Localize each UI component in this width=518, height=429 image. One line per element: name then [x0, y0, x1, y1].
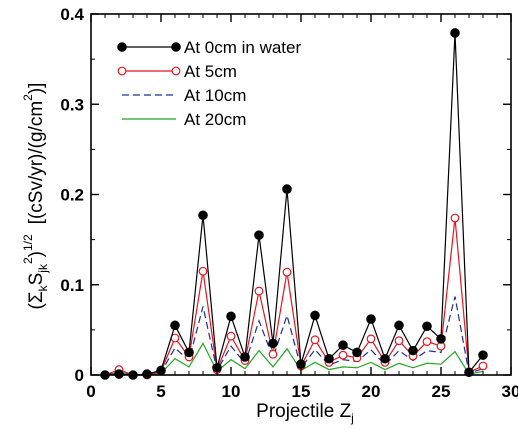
x-tick-label: 0 — [86, 382, 95, 401]
series-line-at-10cm — [104, 296, 484, 376]
y-tick-label: 0.4 — [60, 5, 84, 24]
data-point — [436, 334, 446, 344]
data-point — [198, 266, 208, 276]
legend-item-at-5cm: At 5cm — [117, 62, 237, 81]
series-line-at-5cm — [104, 217, 484, 376]
data-point — [394, 336, 404, 346]
data-point — [282, 267, 292, 277]
data-point — [226, 311, 236, 322]
data-point — [338, 340, 348, 351]
tick-layer: 0 5 10 15 20 25 30 0 0.1 0.2 0.3 0.4 — [60, 5, 518, 401]
y-title-units-close: )] — [26, 83, 47, 95]
legend-label: At 10cm — [184, 86, 246, 105]
data-point — [366, 314, 376, 324]
x-tick-label: 20 — [362, 382, 381, 401]
data-point — [240, 352, 250, 362]
series-at-20cm — [104, 342, 484, 376]
data-point — [268, 349, 278, 359]
data-point — [478, 361, 488, 371]
y-axis-title: (ΣkSjk2)1/2[(cSv/yr)/(g/cm2)] — [21, 83, 50, 310]
x-axis-title-main: Projectile Z — [256, 401, 351, 422]
data-point — [282, 184, 292, 194]
y-title-open: (Σ — [26, 291, 47, 309]
data-point — [380, 353, 390, 364]
data-point — [170, 320, 180, 331]
data-point — [310, 310, 320, 321]
legend-item-at-10cm: At 10cm — [122, 86, 246, 105]
legend-marker — [171, 42, 181, 52]
data-point — [198, 210, 208, 221]
legend-label: At 20cm — [184, 110, 246, 129]
data-point — [226, 331, 236, 341]
data-point — [450, 213, 460, 223]
data-point — [394, 320, 404, 331]
legend-item-at-0cm-in-water: At 0cm in water — [117, 38, 301, 57]
y-tick-label: 0.2 — [60, 186, 84, 205]
y-title-close: ) — [26, 251, 47, 257]
data-point — [254, 286, 264, 296]
data-point — [184, 347, 194, 358]
series-at-10cm — [104, 296, 484, 376]
y-title-units: [(cSv/yr)/(g/cm — [26, 101, 47, 225]
legend: At 0cm in water At 5cm At 10cm At 20cm — [117, 38, 301, 129]
data-point — [254, 230, 264, 240]
y-title-s-sub: jk — [36, 263, 50, 274]
data-point — [268, 338, 278, 349]
y-title-sq-sup: 2 — [21, 257, 35, 264]
x-tick-label: 15 — [292, 382, 311, 401]
data-point — [450, 28, 460, 38]
data-point — [212, 362, 222, 373]
y-title-sigma-sub: k — [36, 284, 50, 291]
y-title-units-sup: 2 — [21, 94, 35, 101]
x-axis-title: Projectile Zj — [256, 401, 354, 425]
series-at-5cm — [100, 213, 488, 380]
data-point — [324, 353, 334, 364]
x-axis-title-sub: j — [350, 411, 354, 425]
data-point — [366, 334, 376, 344]
data-point — [310, 335, 320, 345]
y-title-power-sup: 1/2 — [21, 234, 35, 251]
data-point — [338, 350, 348, 360]
x-tick-label: 30 — [502, 382, 518, 401]
series-layer — [100, 28, 488, 380]
data-point — [422, 321, 432, 332]
series-at-0cm-in-water — [100, 28, 488, 380]
data-point — [478, 350, 488, 360]
series-line-at-20cm — [104, 342, 484, 376]
y-tick-label: 0.3 — [60, 95, 84, 114]
y-title-s: S — [26, 273, 47, 286]
x-tick-label: 25 — [432, 382, 451, 401]
legend-label: At 5cm — [184, 62, 237, 81]
x-tick-label: 5 — [156, 382, 165, 401]
y-tick-label: 0 — [75, 366, 84, 385]
x-tick-label: 10 — [222, 382, 241, 401]
series-line-at-0cm-in-water — [104, 32, 484, 376]
legend-label: At 0cm in water — [184, 38, 301, 57]
legend-marker — [117, 42, 127, 52]
legend-marker — [171, 66, 181, 76]
data-point — [422, 337, 432, 347]
data-point — [352, 347, 362, 358]
legend-marker — [117, 66, 127, 76]
legend-item-at-20cm: At 20cm — [122, 110, 246, 129]
data-point — [408, 345, 418, 356]
y-tick-label: 0.1 — [60, 276, 84, 295]
